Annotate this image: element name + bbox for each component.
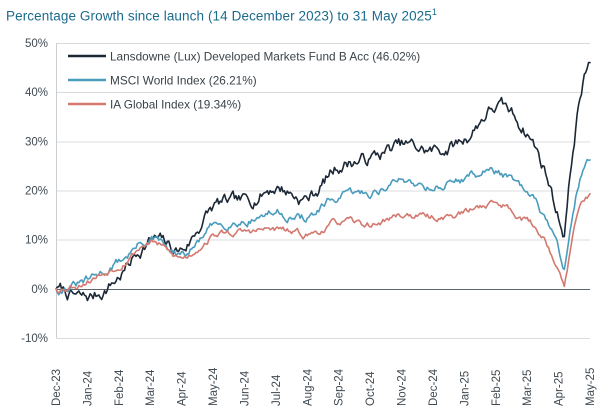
legend-label: MSCI World Index (26.21%) — [110, 74, 257, 88]
legend-label: IA Global Index (19.34%) — [110, 98, 241, 112]
x-axis-tick-label: Apr-25 — [554, 371, 566, 406]
x-axis-tick-label: Aug-24 — [302, 368, 314, 406]
legend-item: IA Global Index (19.34%) — [68, 98, 241, 112]
legend-label: Lansdowne (Lux) Developed Markets Fund B… — [110, 50, 420, 64]
legend-item: MSCI World Index (26.21%) — [68, 74, 257, 88]
x-axis-tick-label: Dec-24 — [428, 368, 440, 406]
x-axis-tick-label: Jan-24 — [82, 370, 94, 406]
x-axis-tick-label: Jun-24 — [239, 370, 251, 406]
y-axis-tick-label: 30% — [25, 136, 48, 148]
x-axis-tick-label: Jul-24 — [271, 374, 283, 406]
x-axis-tick-label: Mar-24 — [145, 369, 157, 406]
title-footnote-marker: 1 — [431, 7, 437, 17]
plot-series — [55, 61, 591, 302]
x-axis-tick-label: Feb-24 — [114, 369, 126, 406]
x-axis-tick-label: Mar-25 — [522, 370, 534, 406]
chart-legend: Lansdowne (Lux) Developed Markets Fund B… — [68, 50, 420, 112]
x-axis-tick-label: Nov-24 — [397, 368, 409, 406]
x-axis-tick-label: Dec-23 — [51, 369, 63, 406]
x-axis-tick-label: May-24 — [208, 367, 220, 406]
y-axis-tick-label: 0% — [31, 284, 48, 296]
x-axis-labels: Dec-23 Jan-24 Feb-24 Mar-24 Apr-24 May-24 Jun-… — [51, 367, 597, 406]
x-axis-tick-label: Oct-24 — [365, 371, 377, 406]
y-axis-tick-label: 20% — [25, 186, 48, 198]
x-axis-tick-label: Sep-24 — [334, 368, 346, 406]
y-axis-labels: 50% 40% 30% 20% 10% 0% -10% — [21, 38, 48, 345]
legend-item: Lansdowne (Lux) Developed Markets Fund B… — [68, 50, 420, 64]
x-axis-tick-label: Apr-24 — [177, 371, 189, 406]
y-axis-tick-label: -10% — [21, 333, 48, 345]
page-title-text: Percentage Growth since launch (14 Decem… — [6, 8, 432, 24]
x-axis-tick-label: Jan-25 — [459, 371, 471, 406]
y-axis-tick-label: 40% — [25, 87, 48, 99]
x-axis-tick-label: May-25 — [585, 368, 597, 406]
y-axis-tick-label: 50% — [25, 38, 48, 50]
series-line — [55, 192, 591, 294]
page-title: Percentage Growth since launch (14 Decem… — [6, 7, 437, 24]
x-axis-tick-label: Feb-25 — [491, 370, 503, 406]
y-axis-tick-label: 10% — [25, 235, 48, 247]
series-line — [55, 61, 591, 302]
